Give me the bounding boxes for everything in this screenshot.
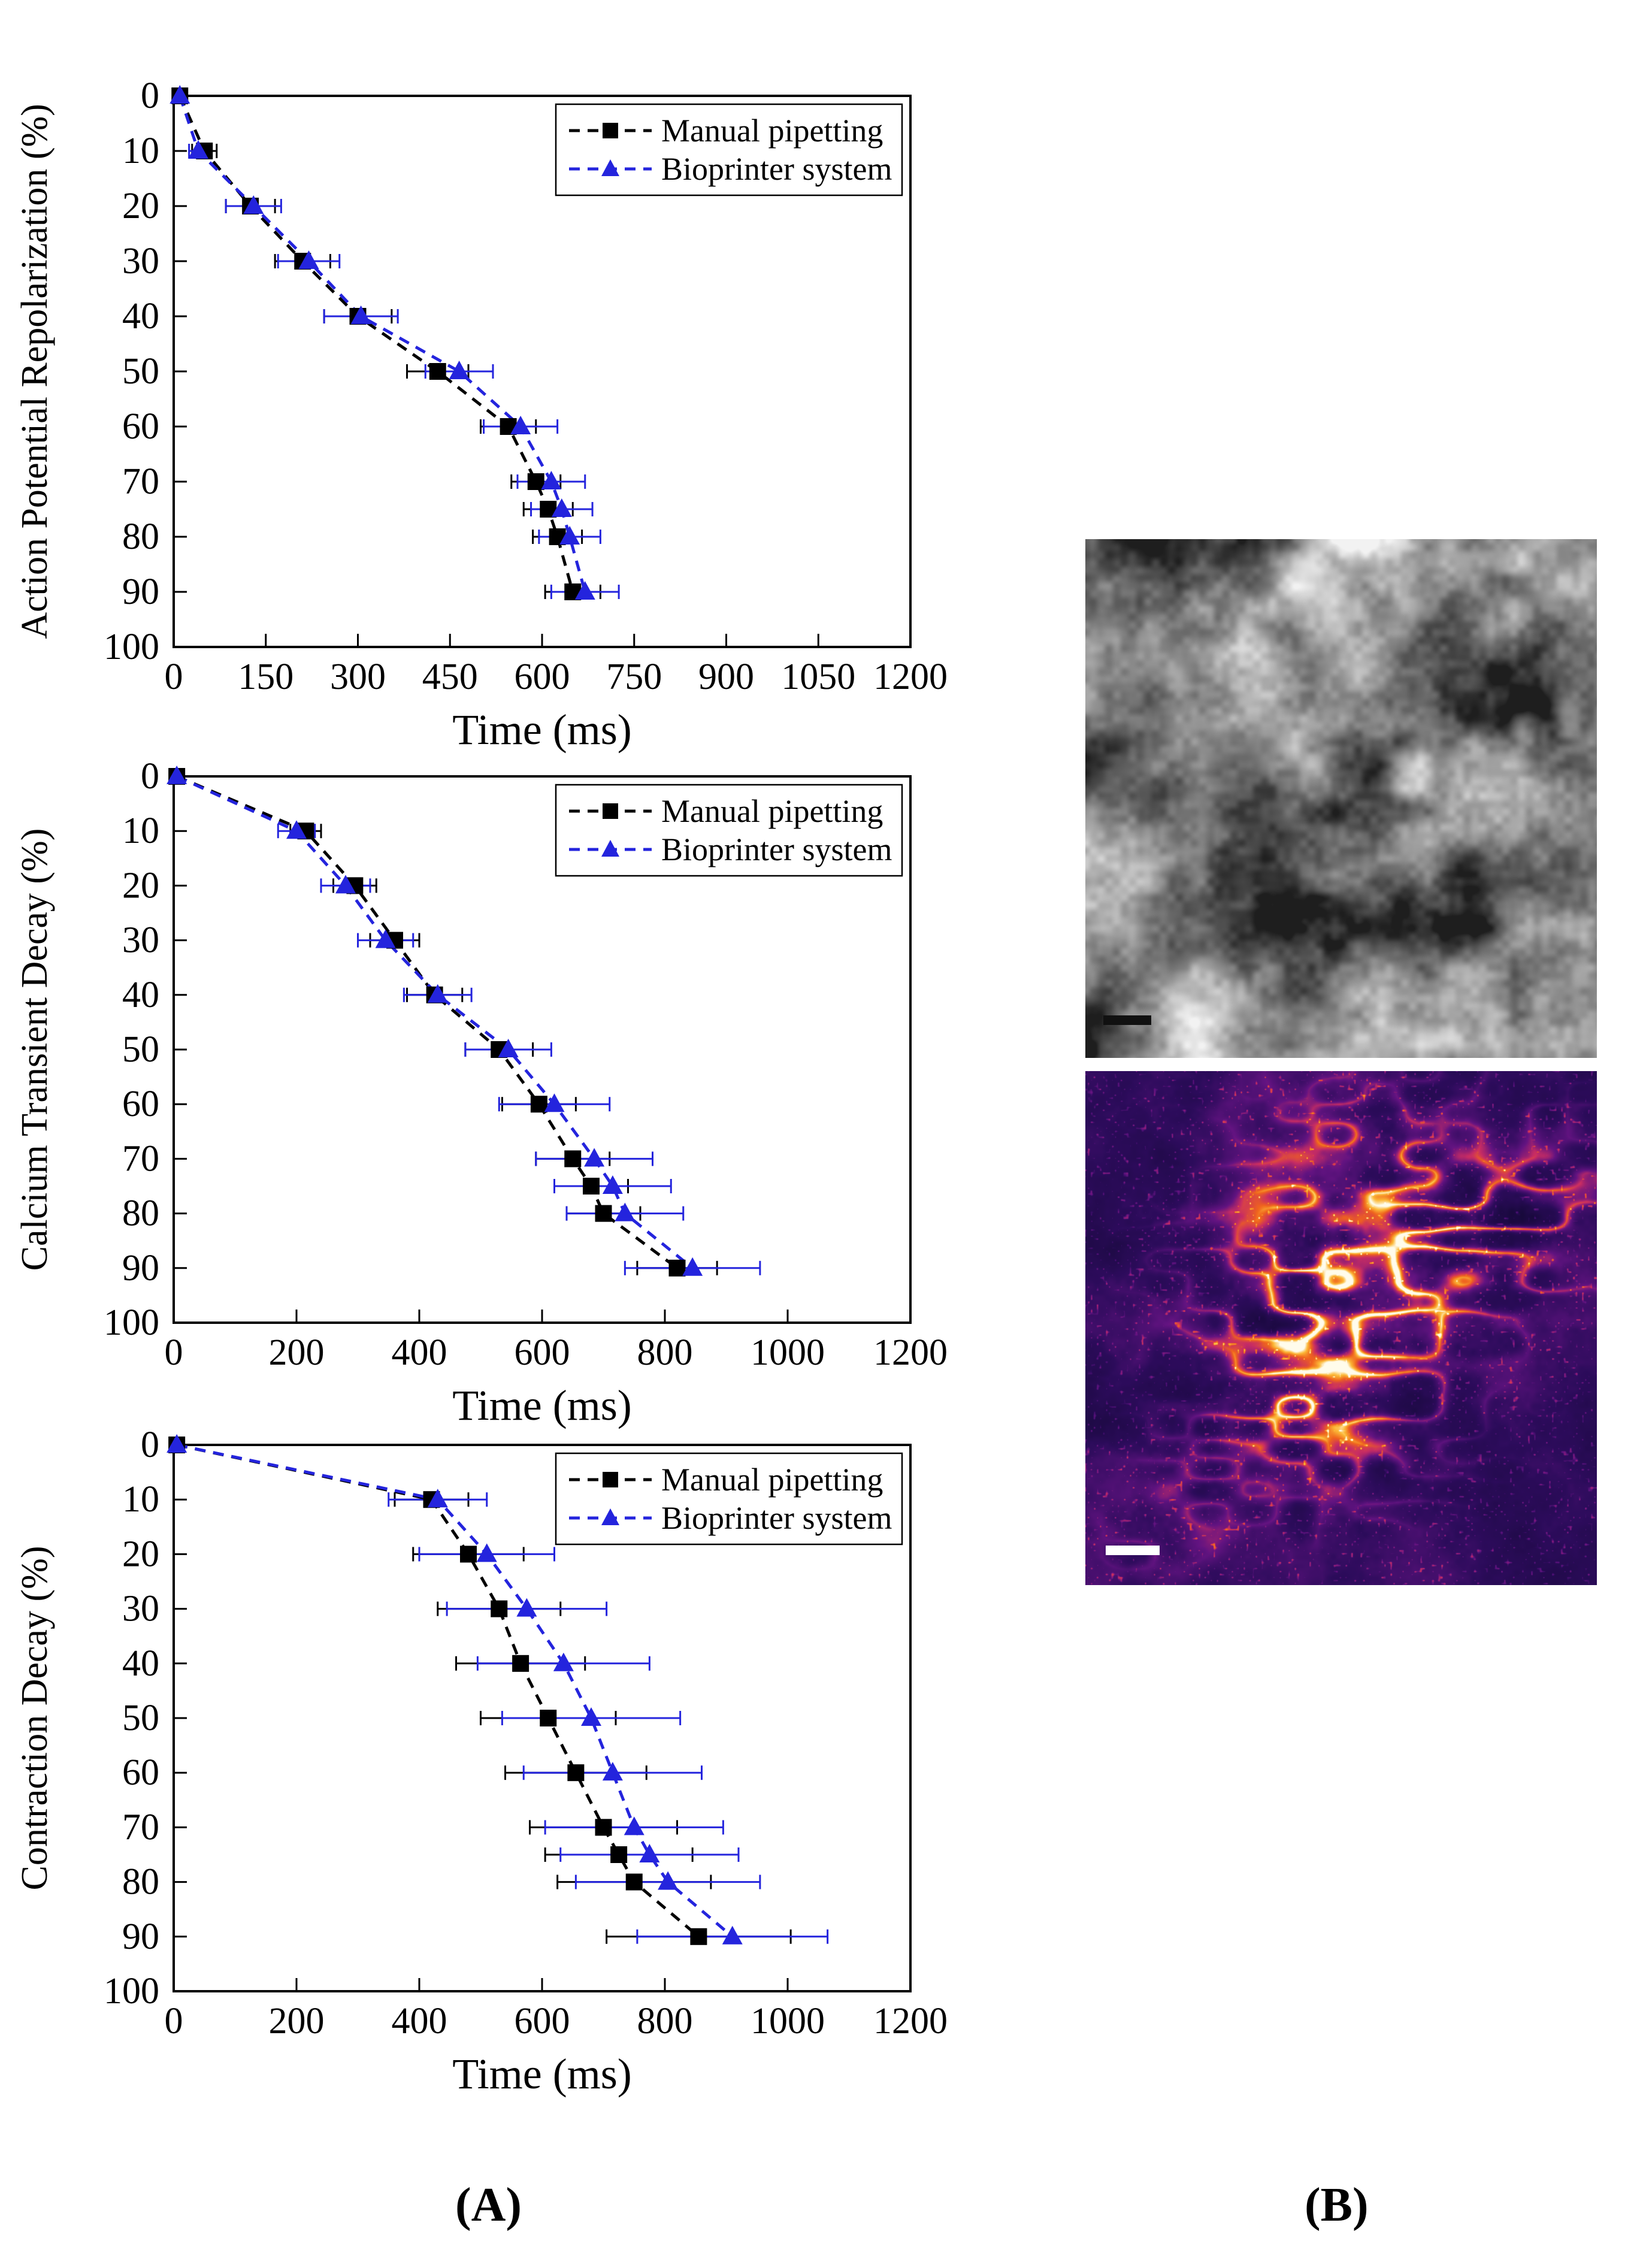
svg-text:0: 0 [165, 657, 183, 697]
svg-text:20: 20 [122, 186, 159, 226]
svg-text:90: 90 [122, 571, 159, 612]
svg-text:Manual pipetting: Manual pipetting [661, 1462, 883, 1498]
svg-text:40: 40 [122, 1643, 159, 1684]
svg-text:20: 20 [122, 865, 159, 906]
svg-text:50: 50 [122, 1698, 159, 1738]
phase-contrast-image [1085, 539, 1597, 1058]
contraction-decay-chart: 0 200 400 600 800 1000 1200 0 10 20 30 40 50 60 70 80 90… [14, 1425, 948, 2098]
svg-text:60: 60 [122, 1752, 159, 1793]
svg-text:Time (ms): Time (ms) [452, 2050, 631, 2098]
svg-text:Bioprinter system: Bioprinter system [661, 1500, 892, 1536]
svg-text:Manual pipetting: Manual pipetting [661, 793, 883, 829]
svg-text:1200: 1200 [873, 2001, 948, 2042]
svg-text:Manual pipetting: Manual pipetting [661, 113, 883, 149]
svg-text:Contraction Decay (%): Contraction Decay (%) [14, 1546, 55, 1891]
phase-contrast-micrograph [1085, 539, 1597, 1058]
svg-text:0: 0 [141, 75, 159, 116]
svg-text:90: 90 [122, 1248, 159, 1289]
svg-text:50: 50 [122, 1029, 159, 1070]
svg-text:70: 70 [122, 461, 159, 502]
calcium-heatmap-micrograph [1085, 1071, 1597, 1585]
svg-text:70: 70 [122, 1807, 159, 1847]
svg-text:100: 100 [104, 1302, 159, 1343]
svg-text:400: 400 [392, 2001, 447, 2042]
svg-text:1000: 1000 [751, 2001, 825, 2042]
svg-text:20: 20 [122, 1534, 159, 1574]
svg-text:600: 600 [515, 2001, 570, 2042]
svg-text:1200: 1200 [873, 657, 948, 697]
svg-text:Time (ms): Time (ms) [452, 1381, 631, 1429]
svg-text:30: 30 [122, 1589, 159, 1629]
svg-text:600: 600 [515, 1332, 570, 1373]
svg-text:60: 60 [122, 1084, 159, 1124]
calcium-transient-decay-chart: 0 200 400 600 800 1000 1200 0 10 20 30 40 50 60 70 80 90… [14, 756, 948, 1429]
svg-text:10: 10 [122, 1479, 159, 1520]
svg-text:60: 60 [122, 406, 159, 447]
svg-text:80: 80 [122, 1193, 159, 1234]
svg-text:30: 30 [122, 241, 159, 282]
svg-text:600: 600 [515, 657, 570, 697]
svg-text:Bioprinter system: Bioprinter system [661, 151, 892, 187]
svg-text:70: 70 [122, 1138, 159, 1179]
svg-text:450: 450 [422, 657, 478, 697]
svg-text:400: 400 [392, 1332, 447, 1373]
svg-text:0: 0 [141, 756, 159, 797]
svg-text:Calcium Transient Decay (%): Calcium Transient Decay (%) [14, 828, 55, 1271]
svg-text:300: 300 [330, 657, 386, 697]
svg-text:50: 50 [122, 351, 159, 392]
scale-bar-white [1106, 1546, 1160, 1555]
svg-text:80: 80 [122, 516, 159, 557]
svg-text:30: 30 [122, 920, 159, 961]
svg-text:200: 200 [269, 2001, 325, 2042]
svg-text:80: 80 [122, 1862, 159, 1903]
svg-text:40: 40 [122, 296, 159, 337]
svg-text:1050: 1050 [781, 657, 855, 697]
action-potential-repolarization-chart: 0 150 300 450 600 750 900 1050 1200 0 10 20 30 40 50 60… [14, 75, 948, 754]
svg-text:100: 100 [104, 1971, 159, 2012]
svg-text:0: 0 [165, 2001, 183, 2042]
heatmap-image [1085, 1071, 1597, 1585]
svg-text:Bioprinter system: Bioprinter system [661, 831, 892, 867]
svg-text:1200: 1200 [873, 1332, 948, 1373]
svg-text:750: 750 [606, 657, 662, 697]
svg-text:100: 100 [104, 627, 159, 667]
svg-text:200: 200 [269, 1332, 325, 1373]
svg-text:800: 800 [637, 1332, 693, 1373]
svg-text:40: 40 [122, 975, 159, 1015]
svg-text:90: 90 [122, 1916, 159, 1957]
svg-text:Time (ms): Time (ms) [452, 706, 631, 754]
svg-text:0: 0 [141, 1425, 159, 1465]
svg-text:0: 0 [165, 1332, 183, 1373]
svg-text:1000: 1000 [751, 1332, 825, 1373]
svg-text:10: 10 [122, 131, 159, 171]
svg-text:150: 150 [238, 657, 293, 697]
svg-text:Action Potential Repolarizatio: Action Potential Repolarization (%) [14, 104, 55, 639]
panel-a-label: (A) [455, 2179, 522, 2231]
scale-bar-black [1103, 1015, 1151, 1025]
svg-text:800: 800 [637, 2001, 693, 2042]
svg-text:10: 10 [122, 811, 159, 851]
svg-text:900: 900 [698, 657, 754, 697]
panel-b-label: (B) [1305, 2179, 1369, 2231]
